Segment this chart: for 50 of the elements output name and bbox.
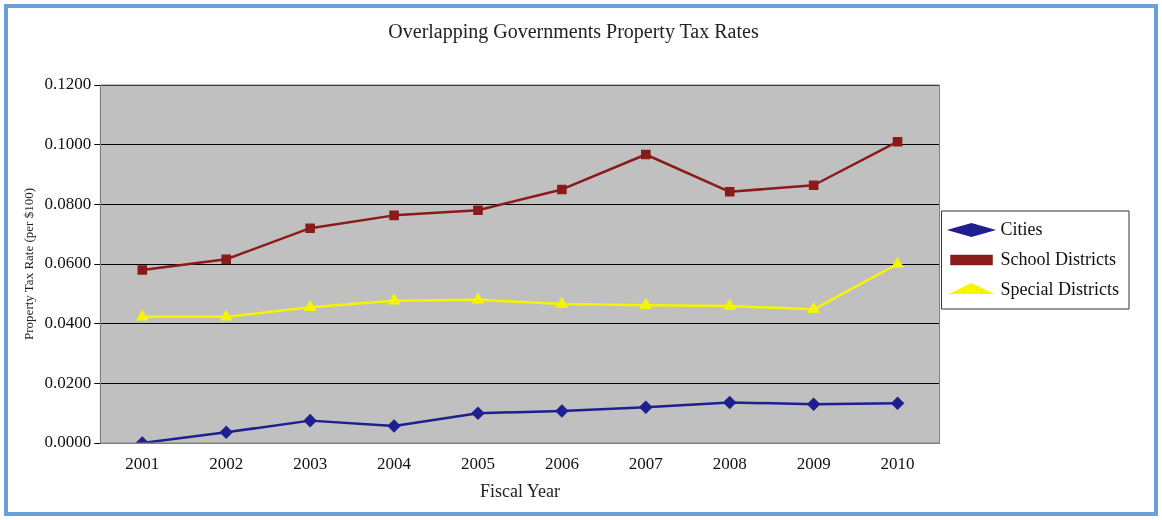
x-tick-label: 2008 — [712, 453, 747, 473]
y-tick-label: 0.0000 — [44, 432, 92, 452]
legend-label: Cities — [1000, 218, 1043, 239]
x-tick-label: 2010 — [880, 453, 915, 473]
point — [807, 397, 820, 411]
x-tick-label: 2002 — [209, 453, 244, 473]
x-tick-label: 2006 — [544, 453, 579, 473]
point — [389, 210, 399, 221]
y-axis-title: Property Tax Rate (per $100) — [21, 188, 37, 340]
point — [305, 223, 315, 233]
point — [136, 310, 148, 321]
point — [137, 265, 148, 275]
point — [891, 257, 904, 268]
x-axis-title: Fiscal Year — [479, 480, 560, 501]
point — [724, 299, 736, 310]
x-tick-label: 2001 — [125, 453, 160, 473]
point — [219, 426, 233, 439]
point — [557, 184, 567, 195]
y-tick-label: 0.0600 — [44, 253, 92, 273]
chart-title: Overlapping Governments Property Tax Rates — [388, 20, 759, 44]
point — [640, 298, 652, 309]
point — [221, 254, 232, 265]
point — [724, 187, 735, 197]
point — [639, 400, 653, 414]
point — [723, 396, 736, 409]
x-tick-label: 2005 — [460, 453, 495, 473]
point — [891, 397, 904, 410]
legend-label: Special Districts — [1000, 278, 1120, 299]
point — [555, 404, 569, 418]
point — [472, 293, 484, 304]
point — [387, 419, 401, 433]
point — [388, 294, 400, 305]
point — [808, 180, 819, 191]
y-tick-label: 0.0400 — [44, 313, 92, 333]
point — [303, 414, 317, 427]
point — [641, 149, 651, 160]
y-tick-label: 0.1000 — [44, 134, 92, 154]
point — [220, 310, 232, 321]
point — [473, 205, 483, 216]
x-tick-label: 2009 — [796, 453, 831, 473]
y-tick-label: 0.0800 — [44, 193, 92, 213]
point — [471, 406, 485, 420]
x-tick-label: 2007 — [628, 453, 664, 473]
point — [556, 297, 568, 308]
legend-label: School Districts — [1000, 248, 1117, 269]
x-tick-label: 2003 — [293, 453, 328, 473]
x-tick-label: 2004 — [377, 453, 412, 473]
y-tick-label: 0.0200 — [44, 372, 92, 392]
point — [892, 136, 903, 147]
y-tick-label: 0.1200 — [44, 74, 92, 94]
